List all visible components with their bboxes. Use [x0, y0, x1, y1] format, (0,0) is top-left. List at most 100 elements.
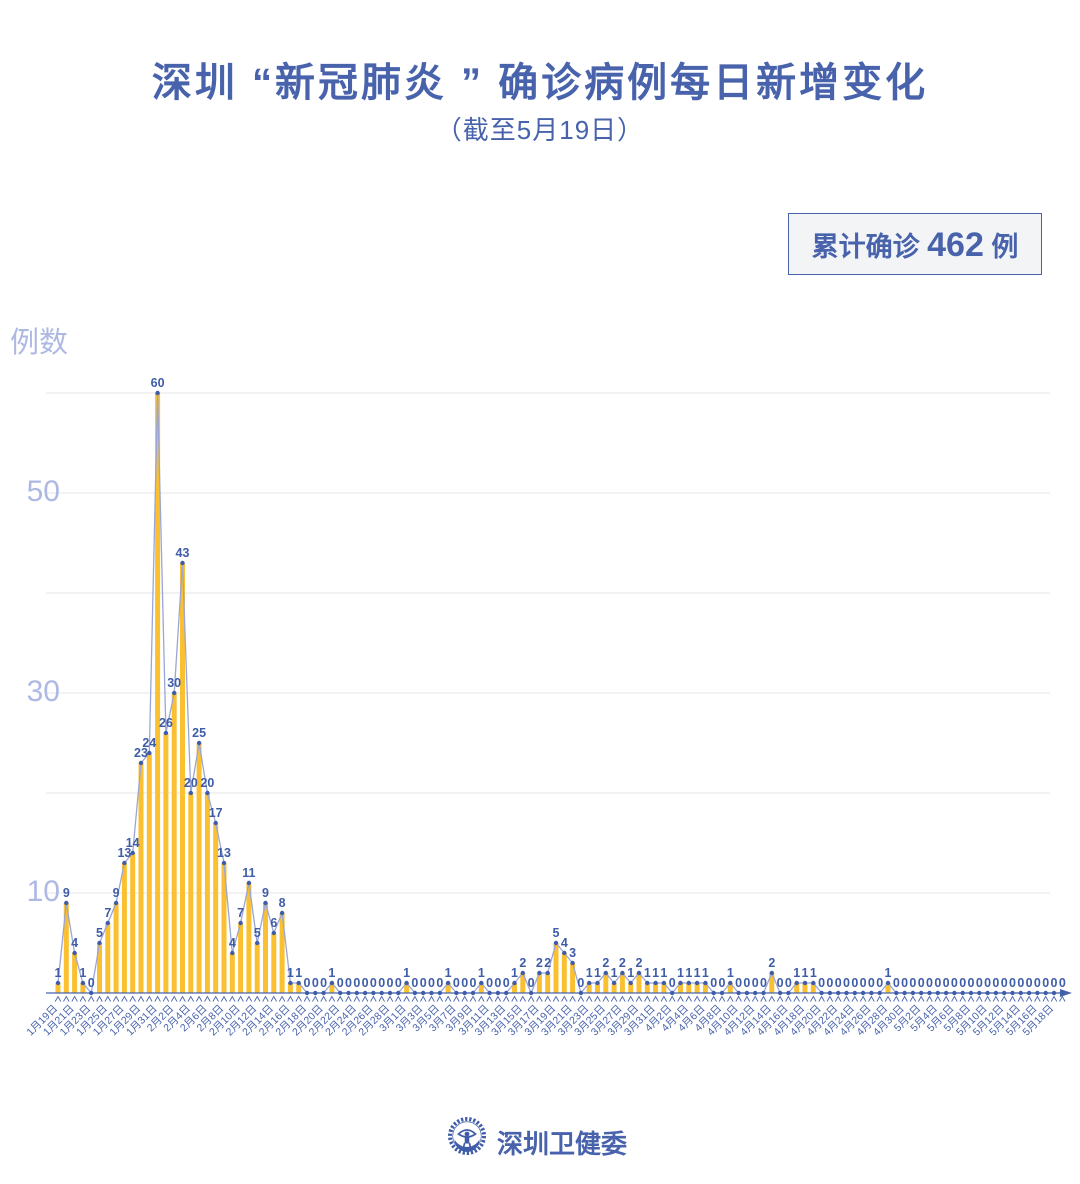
svg-text:30: 30 — [167, 676, 181, 690]
svg-text:0: 0 — [818, 976, 825, 990]
svg-text:17: 17 — [209, 806, 223, 820]
svg-text:0: 0 — [411, 976, 418, 990]
svg-text:2: 2 — [519, 956, 526, 970]
svg-text:0: 0 — [901, 976, 908, 990]
svg-text:0: 0 — [893, 976, 900, 990]
svg-text:1: 1 — [802, 966, 809, 980]
svg-text:0: 0 — [320, 976, 327, 990]
svg-text:0: 0 — [843, 976, 850, 990]
svg-text:0: 0 — [486, 976, 493, 990]
svg-text:0: 0 — [337, 976, 344, 990]
svg-text:1: 1 — [611, 966, 618, 980]
svg-text:0: 0 — [461, 976, 468, 990]
svg-text:6: 6 — [270, 916, 277, 930]
svg-text:2: 2 — [536, 956, 543, 970]
svg-text:1: 1 — [677, 966, 684, 980]
svg-text:0: 0 — [976, 976, 983, 990]
svg-text:0: 0 — [470, 976, 477, 990]
svg-text:0: 0 — [453, 976, 460, 990]
svg-text:0: 0 — [503, 976, 510, 990]
svg-text:0: 0 — [710, 976, 717, 990]
svg-text:14: 14 — [126, 836, 140, 850]
svg-text:50: 50 — [27, 475, 60, 508]
svg-text:0: 0 — [968, 976, 975, 990]
svg-text:1: 1 — [478, 966, 485, 980]
svg-text:0: 0 — [826, 976, 833, 990]
svg-text:0: 0 — [719, 976, 726, 990]
svg-text:1: 1 — [810, 966, 817, 980]
svg-text:7: 7 — [104, 906, 111, 920]
svg-text:0: 0 — [777, 976, 784, 990]
svg-text:1: 1 — [702, 966, 709, 980]
svg-text:0: 0 — [312, 976, 319, 990]
svg-text:0: 0 — [835, 976, 842, 990]
svg-text:24: 24 — [142, 736, 156, 750]
svg-text:1: 1 — [445, 966, 452, 980]
svg-text:1: 1 — [511, 966, 518, 980]
svg-text:0: 0 — [577, 976, 584, 990]
svg-text:0: 0 — [304, 976, 311, 990]
svg-text:0: 0 — [1051, 976, 1058, 990]
svg-text:4: 4 — [229, 936, 236, 950]
svg-text:0: 0 — [1001, 976, 1008, 990]
svg-text:0: 0 — [420, 976, 427, 990]
svg-text:0: 0 — [1026, 976, 1033, 990]
svg-text:0: 0 — [984, 976, 991, 990]
svg-text:0: 0 — [353, 976, 360, 990]
svg-text:2: 2 — [619, 956, 626, 970]
svg-text:0: 0 — [992, 976, 999, 990]
svg-text:0: 0 — [1059, 976, 1066, 990]
svg-text:3: 3 — [569, 946, 576, 960]
svg-text:20: 20 — [184, 776, 198, 790]
svg-text:0: 0 — [909, 976, 916, 990]
svg-text:5: 5 — [96, 926, 103, 940]
svg-text:0: 0 — [528, 976, 535, 990]
svg-text:2: 2 — [602, 956, 609, 970]
svg-text:1: 1 — [627, 966, 634, 980]
svg-text:1: 1 — [79, 966, 86, 980]
svg-text:2: 2 — [636, 956, 643, 970]
svg-text:20: 20 — [200, 776, 214, 790]
svg-text:0: 0 — [876, 976, 883, 990]
svg-text:10: 10 — [27, 875, 60, 908]
svg-text:0: 0 — [743, 976, 750, 990]
svg-text:1: 1 — [594, 966, 601, 980]
svg-text:1: 1 — [55, 966, 62, 980]
svg-text:1: 1 — [287, 966, 294, 980]
svg-text:0: 0 — [387, 976, 394, 990]
svg-text:1: 1 — [885, 966, 892, 980]
svg-text:2: 2 — [544, 956, 551, 970]
svg-text:0: 0 — [1042, 976, 1049, 990]
svg-text:0: 0 — [1034, 976, 1041, 990]
svg-text:0: 0 — [88, 976, 95, 990]
svg-text:0: 0 — [494, 976, 501, 990]
svg-text:7: 7 — [237, 906, 244, 920]
svg-text:0: 0 — [926, 976, 933, 990]
svg-text:0: 0 — [951, 976, 958, 990]
svg-text:30: 30 — [27, 675, 60, 708]
svg-text:9: 9 — [262, 886, 269, 900]
svg-text:26: 26 — [159, 716, 173, 730]
svg-text:1: 1 — [793, 966, 800, 980]
svg-text:0: 0 — [436, 976, 443, 990]
svg-text:0: 0 — [868, 976, 875, 990]
svg-text:1: 1 — [652, 966, 659, 980]
svg-text:5: 5 — [553, 926, 560, 940]
svg-text:1: 1 — [660, 966, 667, 980]
svg-text:0: 0 — [851, 976, 858, 990]
svg-text:1: 1 — [644, 966, 651, 980]
svg-text:9: 9 — [113, 886, 120, 900]
svg-text:0: 0 — [934, 976, 941, 990]
svg-text:0: 0 — [735, 976, 742, 990]
svg-text:0: 0 — [395, 976, 402, 990]
svg-text:0: 0 — [370, 976, 377, 990]
svg-text:0: 0 — [362, 976, 369, 990]
svg-text:8: 8 — [279, 896, 286, 910]
svg-text:0: 0 — [752, 976, 759, 990]
svg-text:0: 0 — [428, 976, 435, 990]
svg-text:11: 11 — [242, 866, 255, 880]
svg-text:0: 0 — [1017, 976, 1024, 990]
svg-text:1: 1 — [694, 966, 701, 980]
svg-text:4: 4 — [71, 936, 78, 950]
svg-text:0: 0 — [669, 976, 676, 990]
